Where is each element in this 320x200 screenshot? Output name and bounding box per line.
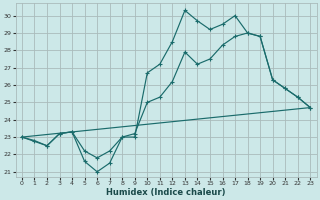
X-axis label: Humidex (Indice chaleur): Humidex (Indice chaleur): [106, 188, 226, 197]
